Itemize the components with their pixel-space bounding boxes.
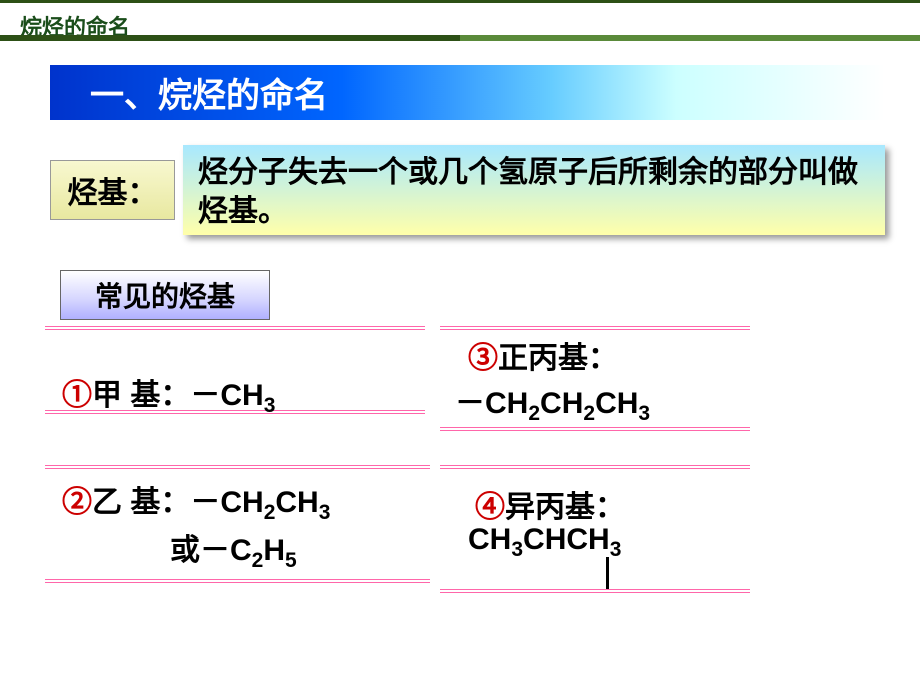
group-2-number: ②	[62, 486, 92, 519]
section-header-text: 一、烷烃的命名	[90, 68, 328, 117]
group-2-line1: ②乙 基：－CH2CH3	[62, 477, 330, 521]
group-3-label-row: ③正丙基：	[468, 333, 618, 377]
group-4-bond-line	[606, 557, 609, 589]
group-4-label-row: ④异丙基：	[475, 482, 625, 526]
group-2-line2: 或－C2H5	[170, 525, 297, 569]
group-1-label: 甲 基：	[92, 379, 190, 412]
group-3-number: ③	[468, 342, 498, 375]
header-top-line	[0, 0, 920, 3]
section-header: 一、烷烃的命名	[50, 65, 885, 120]
group-2-alt-label: 或	[170, 534, 200, 567]
definition-row: 烃基： 烃分子失去一个或几个氢原子后所剩余的部分叫做烃基。	[50, 145, 885, 235]
header-underline-bar	[0, 35, 920, 41]
definition-text: 烃分子失去一个或几个氢原子后所剩余的部分叫做烃基。	[183, 145, 885, 235]
group-4-label: 异丙基：	[505, 491, 625, 524]
definition-label: 烃基：	[50, 160, 175, 220]
group-2-alt-formula: －C2H5	[200, 534, 297, 567]
group-3-formula: －CH2CH2CH3	[455, 378, 650, 422]
group-3-label: 正丙基：	[498, 342, 618, 375]
group-1-number: ①	[62, 379, 92, 412]
group-4-formula: CH3CHCH3	[468, 523, 621, 557]
group-4-number: ④	[475, 491, 505, 524]
subheading: 常见的烃基	[60, 270, 270, 320]
group-1-formula: －CH3	[190, 379, 275, 412]
group-2-formula: －CH2CH3	[190, 486, 330, 519]
group-1: ①甲 基：－CH3	[62, 370, 275, 414]
group-2-label: 乙 基：	[92, 486, 190, 519]
